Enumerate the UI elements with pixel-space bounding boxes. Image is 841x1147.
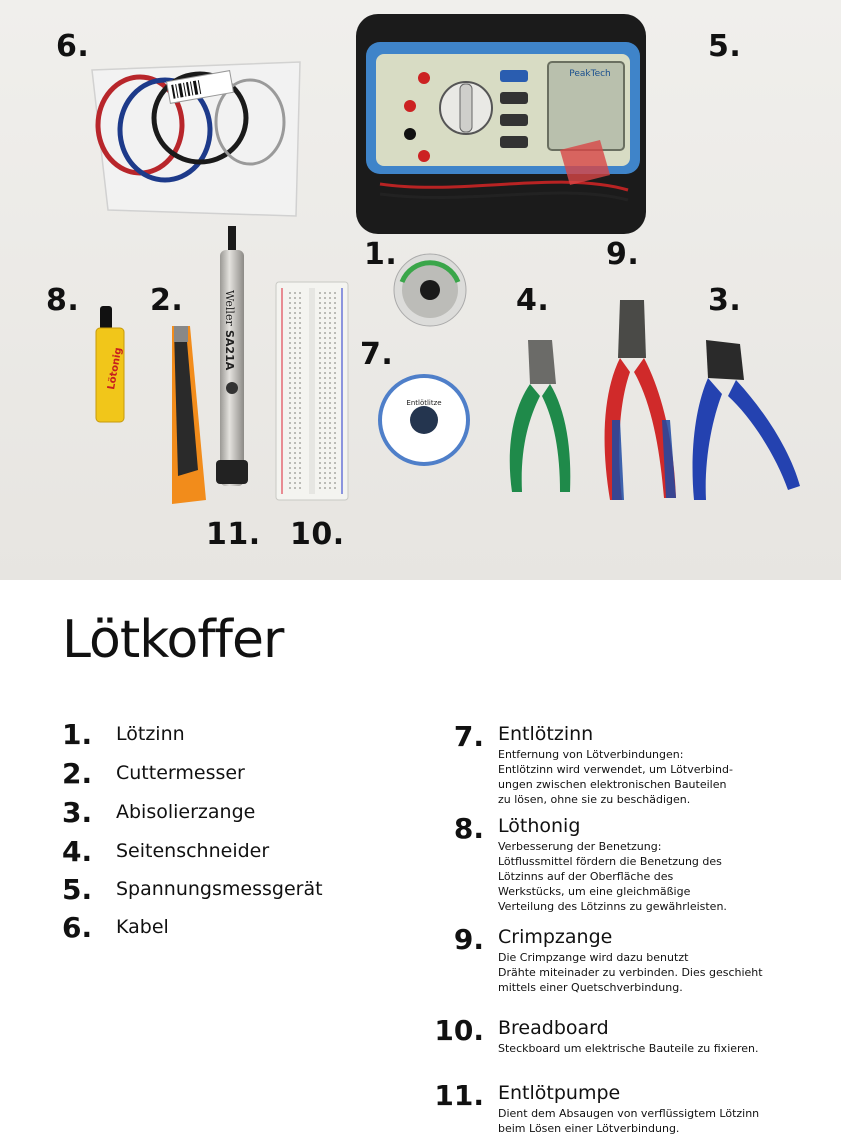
desoldering-wick: Entlötlitze xyxy=(378,374,470,466)
desc-line: Lötzinns auf der Oberfläche des xyxy=(498,869,674,883)
item-number: 6. xyxy=(62,910,93,944)
item-description: Dient dem Absaugen von verflüssigtem Löt… xyxy=(498,1107,759,1137)
breadboard xyxy=(275,281,349,501)
desc-line: beim Lösen einer Lötverbindung. xyxy=(498,1121,680,1135)
desc-line: Verteilung des Lötzinns zu gewährleisten… xyxy=(498,899,727,913)
item-heading: Entlötpumpe xyxy=(498,1082,621,1104)
tool-kit-photo: PeakTech Lötonig xyxy=(0,0,841,580)
desc-line: Lötflussmittel fördern die Benetzung des xyxy=(498,854,722,868)
desoldering-pump: Weller SA21A xyxy=(216,226,248,486)
item-number: 4. xyxy=(62,834,93,868)
tools-illustration: PeakTech Lötonig xyxy=(0,0,841,580)
desc-line: Dient dem Absaugen von verflüssigtem Löt… xyxy=(498,1106,760,1120)
photo-label-3: 3. xyxy=(708,283,742,318)
desc-item-8: 8. Löthonig Verbesserung der Benetzung: … xyxy=(454,812,727,915)
desc-item-11: 11. Entlötpumpe Dient dem Absaugen von v… xyxy=(434,1079,759,1137)
photo-label-8: 8. xyxy=(46,283,80,318)
photo-label-5: 5. xyxy=(708,29,742,64)
photo-label-10: 10. xyxy=(290,517,345,552)
list-item: 3. Abisolierzange xyxy=(62,794,382,830)
multimeter: PeakTech xyxy=(356,14,646,234)
item-number: 1. xyxy=(62,717,93,751)
photo-label-9: 9. xyxy=(606,237,640,272)
desc-item-9: 9. Crimpzange Die Crimpzange wird dazu b… xyxy=(454,923,763,996)
list-item: 6. Kabel xyxy=(62,909,382,945)
desc-line: mittels einer Quetschverbindung. xyxy=(498,980,683,994)
item-description: Die Crimpzange wird dazu benutzt Drähte … xyxy=(498,951,763,996)
desc-line: Entlötzinn wird verwendet, um Lötverbind… xyxy=(498,762,733,776)
item-number: 8. xyxy=(453,812,484,845)
desc-item-7: 7. Entlötzinn Entfernung von Lötverbindu… xyxy=(454,720,733,808)
list-item: 5. Spannungsmessgerät xyxy=(62,871,382,907)
photo-label-4: 4. xyxy=(516,283,550,318)
photo-label-11: 11. xyxy=(206,517,261,552)
desc-line: Steckboard um elektrische Bauteile zu fi… xyxy=(498,1041,759,1055)
item-description: Verbesserung der Benetzung: Lötflussmitt… xyxy=(498,840,727,915)
item-number: 10. xyxy=(434,1014,484,1047)
item-number: 2. xyxy=(62,756,93,790)
item-description: Steckboard um elektrische Bauteile zu fi… xyxy=(498,1042,759,1057)
wire-stripper xyxy=(692,340,800,500)
pump-model: SA21A xyxy=(223,330,236,371)
wick-label: Entlötlitze xyxy=(406,399,441,407)
item-label: Abisolierzange xyxy=(116,801,256,823)
item-number: 5. xyxy=(62,872,93,906)
photo-label-6: 6. xyxy=(56,29,90,64)
flux-tube: Lötonig xyxy=(95,306,125,423)
desc-line: Entfernung von Lötverbindungen: xyxy=(498,747,684,761)
photo-label-7: 7. xyxy=(360,337,394,372)
crimp-pliers xyxy=(604,300,676,500)
list-item: 1. Lötzinn xyxy=(62,716,382,752)
list-item: 4. Seitenschneider xyxy=(62,833,382,869)
item-label: Spannungsmessgerät xyxy=(116,878,323,900)
item-number: 11. xyxy=(434,1079,484,1112)
desc-line: zu lösen, ohne sie zu beschädigen. xyxy=(498,792,691,806)
cutter-knife xyxy=(172,326,206,504)
item-description: Entfernung von Lötverbindungen: Entlötzi… xyxy=(498,748,733,808)
multimeter-brand: PeakTech xyxy=(569,69,611,79)
desc-line: Die Crimpzange wird dazu benutzt xyxy=(498,950,689,964)
desc-line: Drähte miteinader zu verbinden. Dies ges… xyxy=(498,965,763,979)
page-title: Lötkoffer xyxy=(62,610,284,670)
item-number: 7. xyxy=(453,720,484,753)
desc-line: Werkstücks, um eine gleichmäßige xyxy=(498,884,691,898)
item-label: Lötzinn xyxy=(116,723,185,745)
item-label: Kabel xyxy=(116,916,169,938)
item-heading: Breadboard xyxy=(498,1017,609,1039)
desc-item-10: 10. Breadboard Steckboard um elektrische… xyxy=(434,1014,759,1057)
item-heading: Entlötzinn xyxy=(498,723,594,745)
pump-brand: Weller xyxy=(223,290,236,326)
item-heading: Löthonig xyxy=(498,815,581,837)
desc-line: ungen zwischen elektronischen Bauteilen xyxy=(498,777,727,791)
list-item: 2. Cuttermesser xyxy=(62,755,382,791)
cable-bag xyxy=(91,61,301,217)
item-number: 9. xyxy=(453,923,484,956)
photo-label-1: 1. xyxy=(364,237,398,272)
item-label: Cuttermesser xyxy=(116,762,245,784)
item-label: Seitenschneider xyxy=(116,840,270,862)
item-number: 3. xyxy=(62,795,93,829)
photo-label-2: 2. xyxy=(150,283,184,318)
item-heading: Crimpzange xyxy=(498,926,613,948)
side-cutter xyxy=(509,340,571,492)
solder-spool xyxy=(393,253,467,327)
desc-line: Verbesserung der Benetzung: xyxy=(498,839,662,853)
